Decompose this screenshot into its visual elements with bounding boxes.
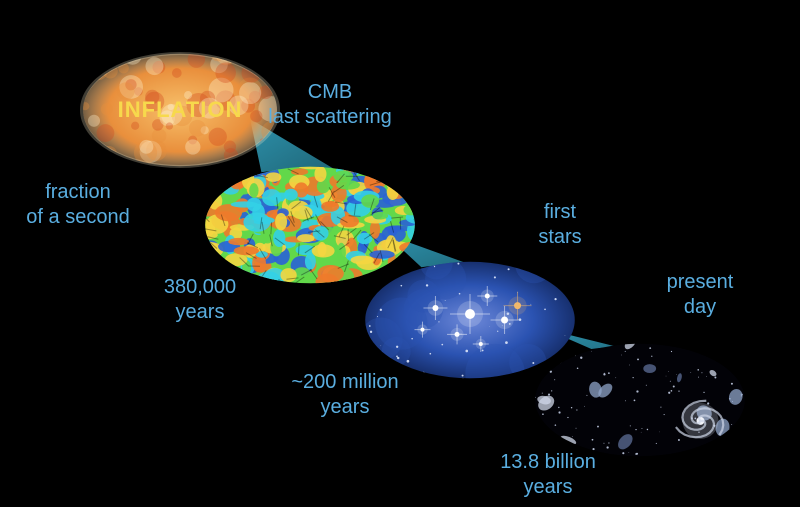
- epoch-present: [532, 342, 748, 458]
- stage-label-first-stars: first stars: [538, 200, 581, 250]
- time-label-inflation: fraction of a second: [26, 180, 129, 230]
- stage-label-cmb: CMB last scattering: [268, 80, 391, 130]
- timeline-diagram: INFLATION fraction of a second CMB last sc…: [0, 0, 800, 507]
- epoch-inflation: INFLATION: [80, 52, 280, 168]
- time-label-cmb: 380,000 years: [164, 275, 236, 325]
- epoch-first-stars: [362, 260, 578, 380]
- time-label-present: 13.8 billion years: [500, 450, 596, 500]
- time-label-first-stars: ~200 million years: [291, 370, 398, 420]
- stage-label-present: present day: [667, 270, 734, 320]
- inflation-overlay-text: INFLATION: [118, 97, 243, 122]
- epoch-cmb: [202, 165, 418, 285]
